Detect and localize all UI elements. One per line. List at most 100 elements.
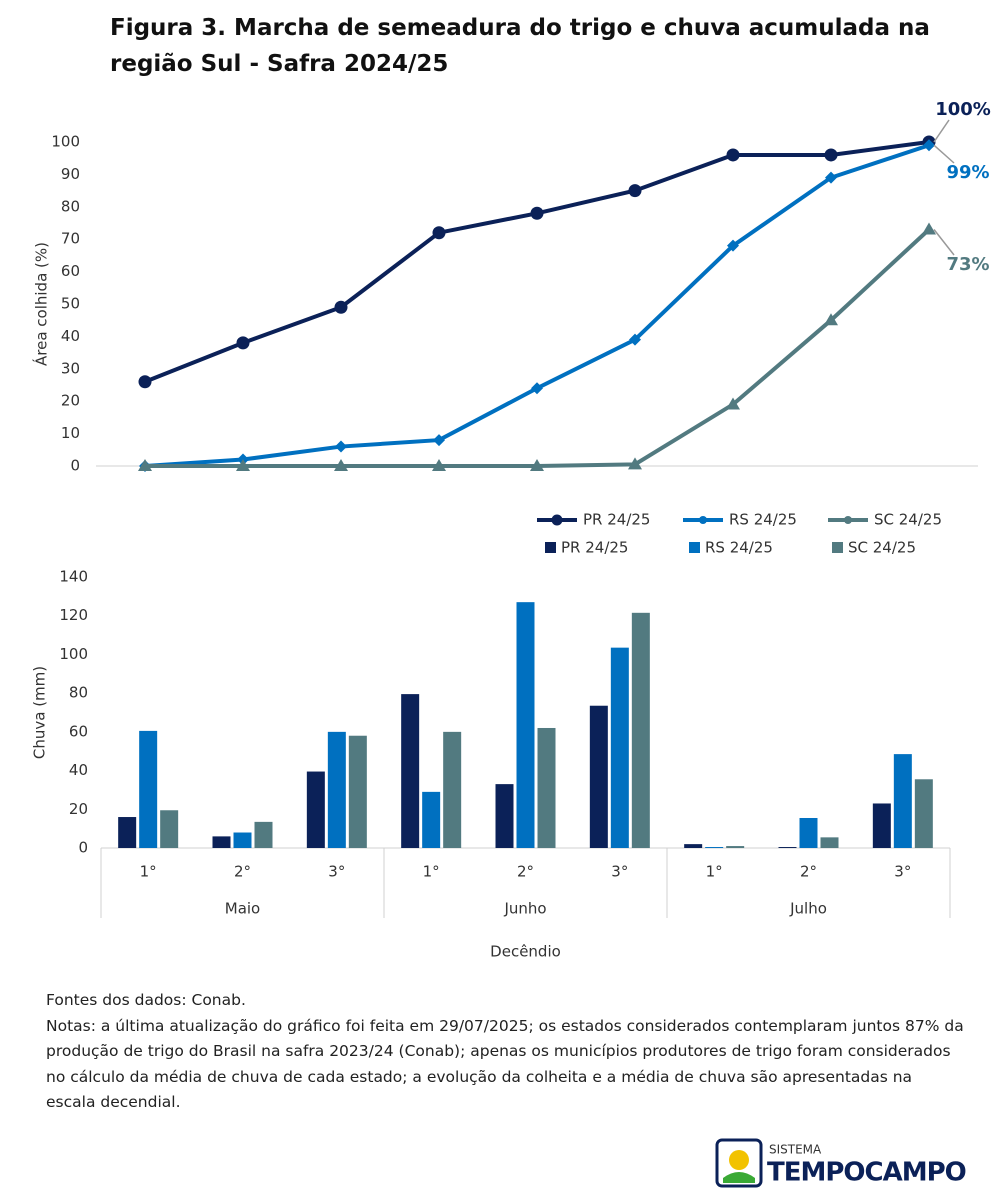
marker	[726, 397, 740, 410]
data-label: 99%	[946, 162, 989, 183]
y-tick-label: 50	[61, 295, 80, 313]
bar	[327, 731, 346, 848]
group-label: Maio	[225, 900, 260, 918]
leader-line	[933, 144, 955, 164]
marker	[530, 206, 544, 220]
x-tick-label: 2°	[800, 863, 817, 881]
bar	[443, 731, 462, 848]
y-tick-label: 0	[78, 839, 88, 857]
legend-marker	[551, 514, 563, 526]
legend-marker	[699, 516, 707, 524]
y-tick-label: 20	[61, 392, 80, 410]
legend-label: PR 24/25	[561, 539, 628, 557]
logo-field	[723, 1172, 755, 1183]
leader-line	[933, 119, 950, 143]
marker	[824, 313, 838, 326]
marker	[825, 171, 837, 184]
y-tick-label: 120	[59, 606, 88, 624]
y-tick-label: 100	[59, 645, 88, 663]
bar	[254, 821, 273, 848]
x-tick-label: 1°	[423, 863, 440, 881]
bar	[684, 844, 703, 848]
x-tick-label: 3°	[611, 863, 628, 881]
bar	[820, 837, 839, 848]
figure-title: Figura 3. Marcha de semeadura do trigo e…	[110, 15, 930, 77]
legend-label: SC 24/25	[874, 511, 942, 529]
marker	[531, 382, 543, 395]
bar	[778, 847, 797, 848]
legend-label: PR 24/25	[583, 511, 650, 529]
x-axis-title: Decêndio	[490, 943, 561, 961]
y-tick-label: 40	[69, 761, 88, 779]
chart: 0 10 20 30 40 50 60 70 80 90 100 Área colhida (%) 10…	[31, 99, 991, 961]
marker	[236, 459, 250, 471]
data-label: 73%	[946, 254, 989, 275]
y-tick-label: 140	[59, 568, 88, 586]
marker	[236, 336, 250, 350]
bar	[726, 846, 745, 848]
legend-label: RS 24/25	[729, 511, 797, 529]
y-tick-label: 60	[61, 262, 80, 280]
x-tick-label: 1°	[706, 863, 723, 881]
marker	[824, 148, 838, 162]
data-label: 100%	[935, 99, 991, 120]
x-tick-label: 2°	[517, 863, 534, 881]
y-tick-label: 100	[51, 133, 80, 151]
series-line	[144, 143, 930, 468]
marker	[530, 459, 544, 471]
bar	[610, 647, 629, 848]
y-tick-label: 30	[61, 359, 80, 377]
bar	[705, 847, 724, 848]
y-tick-label: 60	[69, 722, 88, 740]
bar	[348, 735, 367, 848]
x-tick-label: 1°	[140, 863, 157, 881]
logo-name: TEMPOCAMPO	[767, 1158, 966, 1188]
series-line	[144, 140, 930, 384]
bar	[401, 694, 420, 848]
notes: Fontes dos dados: Conab. Notas: a última…	[46, 988, 966, 1116]
bar	[139, 730, 158, 848]
series-line	[145, 228, 931, 468]
marker	[923, 139, 935, 152]
bar	[118, 817, 137, 848]
y-tick-label: 70	[61, 230, 80, 248]
group-label: Junho	[503, 900, 546, 918]
bar	[306, 771, 325, 848]
marker	[138, 459, 152, 471]
marker	[432, 226, 446, 240]
x-tick-label: 3°	[894, 863, 911, 881]
logo-top: SISTEMA	[769, 1143, 822, 1157]
bar	[914, 779, 933, 848]
legend-marker	[844, 516, 852, 524]
bar	[589, 705, 608, 848]
bar	[212, 836, 231, 848]
y-tick-label: 40	[61, 327, 80, 345]
marker	[138, 375, 152, 389]
marker	[628, 457, 642, 470]
x-tick-label: 2°	[234, 863, 251, 881]
bar	[160, 810, 179, 848]
x-tick-label: 3°	[328, 863, 345, 881]
y-tick-label: 10	[61, 424, 80, 442]
marker	[727, 239, 739, 252]
marker	[628, 184, 642, 198]
legend-swatch	[689, 542, 700, 553]
logo-sun	[729, 1150, 749, 1170]
y-axis-title: Área colhida (%)	[32, 242, 51, 366]
bar	[495, 784, 514, 848]
marker	[922, 222, 936, 235]
bar	[872, 803, 891, 848]
logo: SISTEMA TEMPOCAMPO	[715, 1138, 967, 1188]
marker	[335, 440, 347, 453]
bar	[422, 791, 441, 848]
marker	[334, 459, 348, 471]
bar	[537, 727, 556, 848]
y-tick-label: 80	[69, 684, 88, 702]
marker	[726, 148, 740, 162]
marker	[433, 434, 445, 447]
sources: Fontes dos dados: Conab.	[46, 991, 246, 1009]
marker	[334, 300, 348, 314]
leader-line	[933, 229, 955, 256]
legend-swatch	[832, 542, 843, 553]
